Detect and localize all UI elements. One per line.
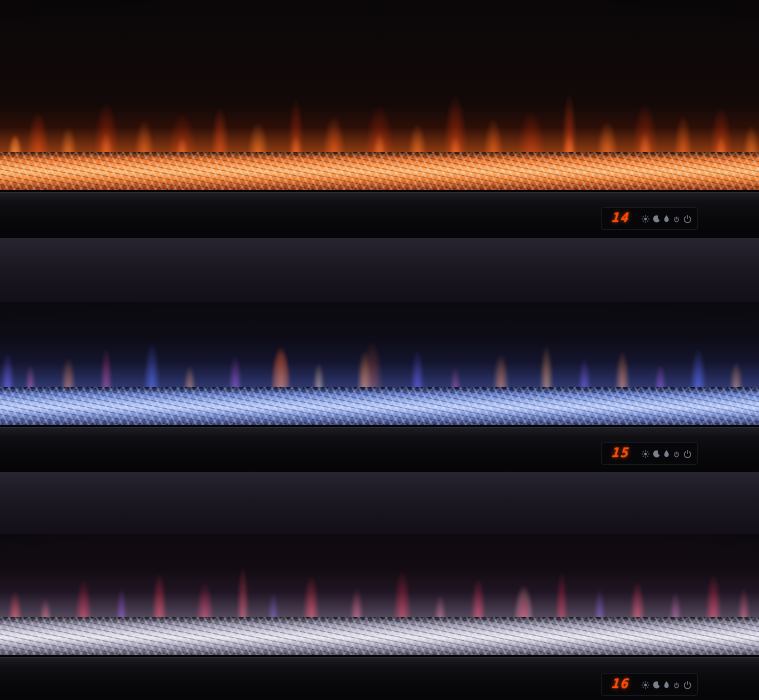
fireplace-front-ledge: 16	[0, 657, 759, 700]
power-icon[interactable]	[683, 214, 692, 224]
led-display-value: 14	[611, 211, 631, 226]
sun-icon[interactable]	[641, 214, 650, 224]
crystal-bed-clear	[0, 617, 759, 655]
flames-red-purple	[0, 534, 759, 621]
control-display: 15	[601, 442, 698, 465]
flame-icon[interactable]	[662, 214, 671, 224]
hand-icon[interactable]	[672, 214, 681, 224]
touch-controls	[640, 214, 697, 224]
sun-icon[interactable]	[641, 449, 650, 459]
crystal-bed-glow	[0, 104, 759, 156]
firebox-top	[0, 0, 759, 192]
power-icon[interactable]	[683, 449, 692, 459]
touch-controls	[640, 680, 697, 690]
firebox-middle	[0, 302, 759, 427]
control-display: 16	[601, 673, 698, 696]
moon-icon[interactable]	[652, 680, 661, 690]
hand-icon[interactable]	[672, 449, 681, 459]
flames-multicolor	[0, 302, 759, 391]
bed-base-shadow	[0, 190, 759, 192]
wall-gap	[0, 238, 759, 302]
crystal-bed-blue	[0, 387, 759, 425]
led-display-value: 16	[611, 677, 631, 692]
flame-icon[interactable]	[662, 680, 671, 690]
fireplace-front-ledge: 14	[0, 192, 759, 238]
led-display-value: 15	[611, 446, 631, 461]
bed-base-shadow	[0, 425, 759, 427]
moon-icon[interactable]	[652, 449, 661, 459]
hand-icon[interactable]	[672, 680, 681, 690]
crystal-bed-glow	[0, 339, 759, 391]
crystal-bed-glow	[0, 569, 759, 621]
fireplace-front-ledge: 15	[0, 427, 759, 472]
power-icon[interactable]	[683, 680, 692, 690]
sun-icon[interactable]	[641, 680, 650, 690]
flame-icon[interactable]	[662, 449, 671, 459]
control-display: 14	[601, 207, 698, 230]
wall-gap	[0, 472, 759, 534]
crystal-bed-amber	[0, 152, 759, 190]
bed-base-shadow	[0, 655, 759, 657]
touch-controls	[640, 449, 697, 459]
moon-icon[interactable]	[652, 214, 661, 224]
firebox-bottom	[0, 534, 759, 657]
